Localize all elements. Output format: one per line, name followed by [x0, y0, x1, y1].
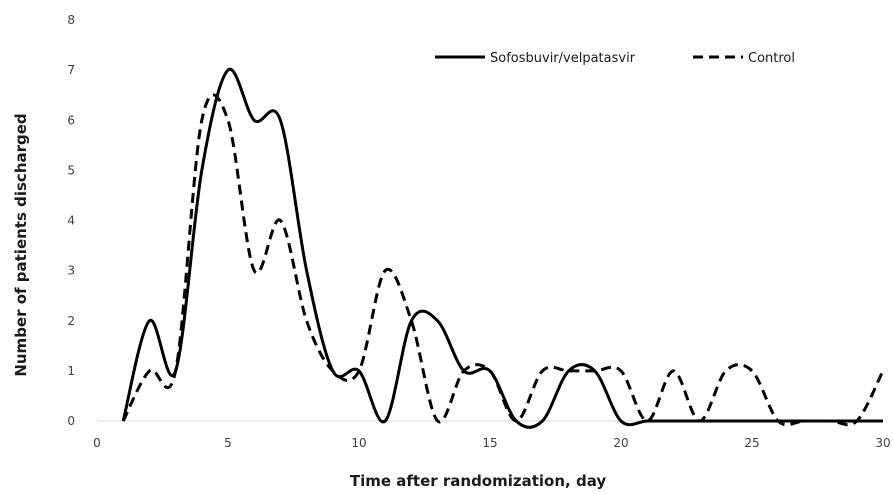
y-tick-label: 8	[67, 13, 75, 27]
y-tick-label: 0	[67, 414, 75, 428]
y-tick-label: 2	[67, 314, 75, 328]
y-tick-label: 3	[67, 264, 75, 278]
x-tick-label: 20	[613, 436, 628, 450]
x-tick-label: 25	[744, 436, 759, 450]
series-line-sofosbuvir-velpatasvir	[121, 67, 883, 429]
x-tick-label: 5	[224, 436, 232, 450]
legend-label: Control	[748, 51, 795, 66]
x-axis-ticks: 0 5 10 15 20 25 30	[93, 436, 890, 450]
y-tick-label: 5	[67, 163, 75, 177]
legend: Sofosbuvir/velpatasvir Control	[435, 51, 795, 66]
plot-area	[97, 67, 885, 429]
y-tick-label: 7	[67, 63, 75, 77]
x-tick-label: 30	[875, 436, 890, 450]
y-tick-label: 1	[67, 364, 75, 378]
legend-item-sofosbuvir-velpatasvir: Sofosbuvir/velpatasvir	[435, 51, 636, 66]
x-axis-title: Time after randomization, day	[350, 472, 606, 490]
y-tick-label: 4	[67, 214, 75, 228]
legend-item-control: Control	[693, 51, 795, 66]
x-tick-label: 15	[482, 436, 497, 450]
x-tick-label: 0	[93, 436, 101, 450]
y-axis-title: Number of patients discharged	[12, 113, 30, 376]
series-line-control	[121, 93, 885, 427]
y-axis-ticks: 0 1 2 3 4 5 6 7 8	[67, 13, 75, 428]
y-tick-label: 6	[67, 113, 75, 127]
legend-label: Sofosbuvir/velpatasvir	[490, 51, 636, 66]
x-tick-label: 10	[351, 436, 366, 450]
